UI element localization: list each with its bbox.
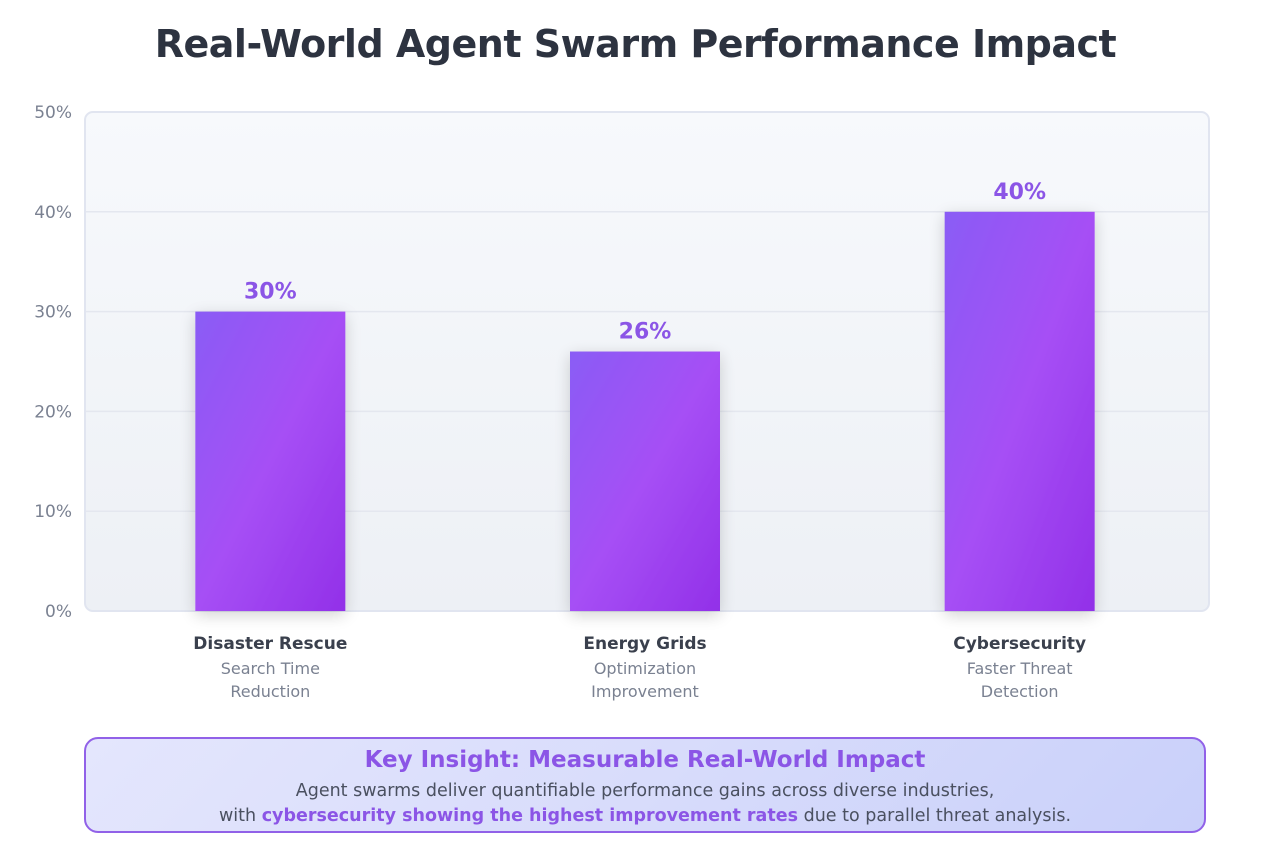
insight-highlight: cybersecurity showing the highest improv… (261, 806, 799, 826)
bar (944, 211, 1095, 612)
category-subtitle: Search Time (221, 659, 320, 678)
y-axis-ticks: 0% 10% 20% 30% 40% 50% (34, 103, 72, 622)
insight-line-2-post: due to parallel threat analysis. (803, 806, 1072, 826)
insight-title: Key Insight: Measurable Real-World Impac… (364, 747, 926, 773)
bar-value-label: 30% (244, 280, 297, 305)
bar (195, 311, 346, 611)
y-tick-label: 40% (34, 203, 72, 223)
category-label: Cybersecurity (953, 634, 1086, 654)
bar-value-label: 26% (619, 320, 672, 345)
key-insight-box: Key Insight: Measurable Real-World Impac… (84, 737, 1206, 833)
y-tick-label: 20% (34, 402, 72, 422)
category-subtitle: Improvement (591, 682, 699, 701)
y-tick-label: 30% (34, 303, 72, 323)
insight-line-1: Agent swarms deliver quantifiable perfor… (295, 781, 995, 801)
category-label: Disaster Rescue (193, 634, 347, 654)
category-subtitle: Reduction (230, 682, 310, 701)
y-tick-label: 50% (34, 103, 72, 123)
category-labels: Disaster Rescue Search Time Reduction Energ… (193, 634, 1086, 701)
category-label: Energy Grids (583, 634, 706, 654)
y-tick-label: 10% (34, 502, 72, 522)
insight-line-2-pre: with (218, 806, 257, 826)
bars: 30% 26% 40% (195, 180, 1095, 612)
y-tick-label: 0% (45, 602, 72, 622)
category-subtitle: Faster Threat (967, 659, 1073, 678)
category-subtitle: Optimization (594, 659, 696, 678)
bar-chart: 0% 10% 20% 30% 40% 50% 30% 26% 40% Disaster Res… (34, 103, 1210, 701)
category-subtitle: Detection (981, 682, 1059, 701)
chart-title: Real-World Agent Swarm Performance Impac… (154, 22, 1117, 66)
insight-body: Agent swarms deliver quantifiable perfor… (86, 779, 1204, 829)
bar-value-label: 40% (993, 180, 1046, 205)
bar (570, 351, 720, 611)
